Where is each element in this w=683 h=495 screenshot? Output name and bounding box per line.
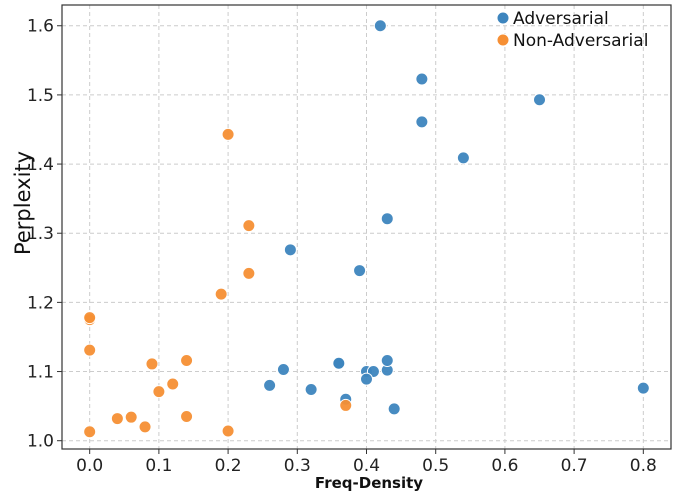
x-tick-label: 0.4 [353, 456, 380, 476]
data-point [339, 398, 353, 412]
legend-marker [496, 33, 510, 47]
data-point [380, 212, 394, 226]
y-tick-label: 1.2 [27, 293, 54, 313]
y-tick-label: 1.0 [27, 432, 54, 452]
y-tick-label: 1.5 [27, 86, 54, 106]
x-tick-label: 0.7 [561, 456, 588, 476]
data-point [110, 412, 124, 426]
data-point [415, 72, 429, 86]
x-tick-label: 0.6 [491, 456, 518, 476]
legend-label: Adversarial [513, 9, 609, 29]
y-tick-label: 1.1 [27, 363, 54, 383]
data-point [263, 378, 277, 392]
data-point [456, 151, 470, 165]
data-point [276, 362, 290, 376]
data-point [353, 264, 367, 278]
x-tick-label: 0.8 [630, 456, 657, 476]
data-point [214, 287, 228, 301]
data-point [145, 357, 159, 371]
x-tick-label: 0.1 [145, 456, 172, 476]
x-tick-label: 0.3 [284, 456, 311, 476]
data-point [360, 372, 373, 386]
x-tick-label: 0.0 [76, 456, 103, 476]
data-point [124, 410, 138, 424]
data-point [242, 266, 256, 280]
data-point [283, 243, 297, 257]
data-point [636, 381, 650, 395]
data-point [533, 93, 547, 107]
legend-marker [496, 11, 510, 25]
data-point [242, 219, 256, 233]
data-point [373, 19, 387, 33]
data-points [83, 19, 650, 439]
data-point [221, 127, 235, 141]
data-point [221, 424, 235, 438]
x-axis-label: Freq-Density [315, 474, 423, 492]
data-point [387, 402, 401, 416]
data-point [138, 420, 152, 434]
data-point [166, 377, 180, 391]
data-point [180, 409, 194, 423]
series-adversarial [263, 19, 650, 416]
legend-label: Non-Adversarial [513, 31, 648, 51]
data-point [180, 353, 194, 367]
data-point [83, 311, 97, 325]
y-axis-label: Perplexity [11, 151, 35, 255]
data-point [83, 343, 97, 357]
x-tick-label: 0.2 [215, 456, 242, 476]
y-tick-label: 1.6 [27, 17, 54, 37]
data-point [152, 385, 166, 399]
y-tick-label: 1.3 [27, 224, 54, 244]
data-point [332, 356, 346, 370]
axis-ticks: 0.0 0.1 0.2 0.3 0.4 0.5 0.6 0.7 0.8 1.0 1.1 1.2 1.3 1… [27, 17, 657, 476]
series-non-adversarial [83, 127, 353, 439]
x-tick-label: 0.5 [422, 456, 449, 476]
data-point [380, 353, 394, 367]
data-point [83, 425, 97, 439]
data-point [415, 115, 429, 129]
y-tick-label: 1.4 [27, 155, 54, 175]
data-point [304, 383, 318, 397]
